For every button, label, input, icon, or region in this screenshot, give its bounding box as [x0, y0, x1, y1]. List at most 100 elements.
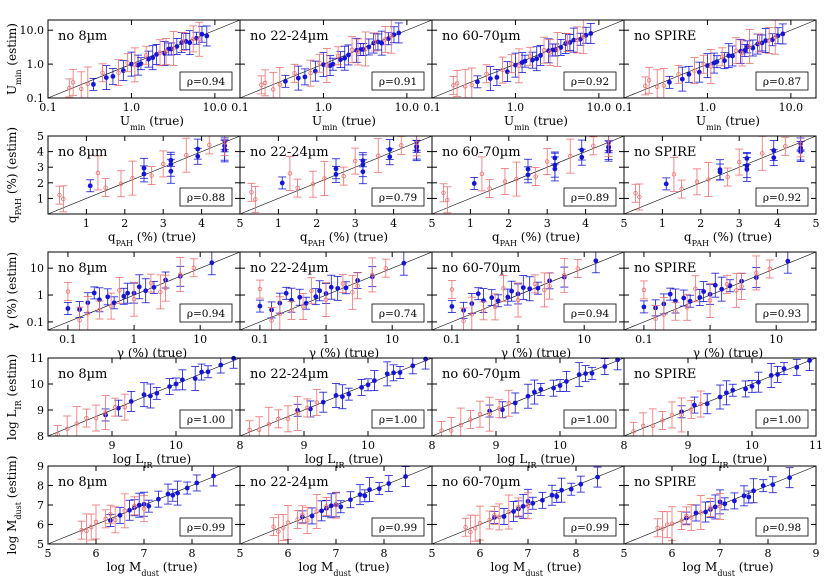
panel-lir-3: 9 10 8 11 no SPIRE ρ=1.00 log LIR (true): [621, 357, 823, 470]
point-blue: [726, 53, 732, 59]
rho-box: [371, 187, 425, 207]
point-red: [454, 81, 460, 86]
point-blue: [552, 166, 558, 172]
point-blue: [525, 166, 531, 172]
point-blue: [538, 53, 543, 58]
point-red: [484, 71, 489, 76]
x-tick-label: 1.0: [123, 101, 141, 114]
point-blue: [205, 369, 211, 375]
y-tick-label: 1: [37, 192, 44, 205]
xlabel-lir: log LIR (true): [113, 452, 191, 470]
point-red: [197, 37, 202, 42]
y-tick-label: 0.1: [27, 92, 45, 105]
point-red: [295, 411, 300, 416]
rho-value: ρ=0.79: [379, 192, 417, 204]
point-blue: [335, 285, 341, 291]
point-blue: [576, 372, 582, 378]
point-red: [445, 197, 450, 203]
point-blue: [141, 165, 147, 171]
point-red: [305, 405, 310, 411]
x-tick-label: 5: [429, 547, 436, 560]
point-blue: [338, 57, 343, 63]
point-red: [103, 516, 108, 522]
point-red: [631, 429, 636, 434]
point-red: [516, 504, 521, 510]
point-red: [501, 286, 506, 291]
point-red: [295, 517, 300, 522]
point-red: [324, 63, 330, 68]
point-red: [479, 171, 485, 177]
point-blue: [358, 47, 364, 52]
point-red: [461, 318, 466, 324]
point-red: [141, 506, 147, 511]
point-red: [64, 426, 70, 432]
point-blue: [475, 291, 481, 297]
point-blue: [391, 370, 396, 376]
case-label: no SPIRE: [634, 367, 696, 382]
point-blue: [302, 74, 308, 80]
point-blue: [494, 74, 500, 80]
x-tick-label: 0.1: [39, 101, 57, 114]
y-tick-label: 7: [37, 499, 44, 512]
case-label: no SPIRE: [634, 475, 696, 490]
point-red: [679, 518, 684, 523]
point-red: [103, 185, 108, 190]
rho-value: ρ=0.94: [571, 308, 610, 320]
case-label: no 60-70µm: [442, 475, 521, 490]
point-red: [132, 503, 137, 508]
point-red: [481, 308, 486, 314]
point-red: [469, 82, 475, 88]
x-tick-label: 8: [429, 439, 436, 452]
point-blue: [742, 48, 748, 53]
point-red: [676, 72, 681, 77]
point-blue: [218, 362, 224, 368]
point-red: [363, 46, 368, 52]
rho-box: [755, 517, 809, 537]
point-red: [389, 33, 394, 39]
rho-value: ρ=1.00: [379, 414, 417, 426]
point-red: [463, 525, 468, 530]
point-blue: [136, 284, 142, 290]
x-tick-label: 10.0: [587, 101, 612, 114]
point-blue: [91, 290, 97, 296]
point-red: [487, 186, 492, 191]
point-blue: [686, 71, 692, 77]
point-blue: [564, 379, 569, 384]
point-red: [637, 194, 642, 200]
rho-box: [371, 71, 425, 91]
rho-value: ρ=0.94: [187, 308, 226, 320]
point-red: [575, 37, 580, 43]
point-blue: [780, 31, 786, 37]
rho-box: [371, 517, 425, 537]
y-tick-label: 5: [37, 130, 44, 143]
y-tick-label: 3: [37, 161, 44, 174]
point-blue: [719, 286, 725, 292]
point-blue: [495, 298, 501, 304]
point-red: [641, 287, 647, 293]
point-red: [708, 64, 714, 69]
case-label: no 8µm: [58, 29, 107, 44]
point-red: [497, 514, 502, 520]
y-tick-label: 9: [37, 460, 44, 473]
panel-gamma-1: 0.1 1 10 no 22-24µm ρ=0.74 γ (%) (true): [239, 251, 433, 360]
point-blue: [65, 306, 71, 311]
point-blue: [150, 55, 156, 61]
point-red: [527, 54, 533, 59]
point-red: [262, 80, 268, 86]
x-tick-label: 0.1: [59, 333, 77, 346]
x-tick-label: 9: [813, 547, 820, 560]
point-red: [314, 509, 319, 514]
point-red: [515, 297, 521, 303]
point-red: [733, 48, 739, 53]
y-tick-label: 10: [30, 262, 44, 275]
point-blue: [317, 288, 323, 294]
point-blue: [711, 60, 717, 66]
rho-box: [371, 409, 425, 429]
x-tick-label: 5: [237, 547, 244, 560]
ylabel-mdust: log Mdust (estim): [5, 456, 23, 555]
point-red: [85, 311, 91, 316]
y-tick-label: 1: [37, 289, 44, 302]
point-red: [373, 39, 378, 45]
rho-value: ρ=1.00: [187, 414, 225, 426]
x-tick-label: 0.1: [635, 333, 653, 346]
